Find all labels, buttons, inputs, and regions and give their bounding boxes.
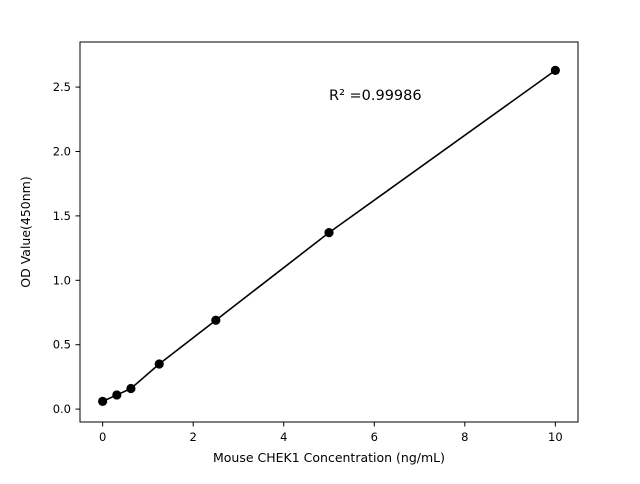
x-tick-label: 6	[371, 430, 378, 444]
y-axis-label: OD Value(450nm)	[18, 176, 33, 287]
y-tick-label: 2.0	[53, 144, 71, 158]
y-tick-label: 1.0	[53, 273, 71, 287]
data-point	[98, 396, 108, 406]
y-tick-label: 0.5	[53, 338, 71, 352]
y-tick-label: 2.5	[53, 80, 71, 94]
x-tick-label: 10	[548, 430, 563, 444]
r-squared-annotation: R² =0.99986	[329, 88, 422, 104]
y-tick-label: 1.5	[53, 209, 71, 223]
y-tick-label: 0.0	[53, 402, 71, 416]
x-axis-label: Mouse CHEK1 Concentration (ng/mL)	[213, 450, 445, 465]
x-tick-label: 4	[280, 430, 287, 444]
data-point	[112, 390, 122, 400]
axes-spines	[79, 41, 579, 423]
x-tick-label: 2	[190, 430, 197, 444]
data-point	[324, 228, 334, 238]
data-point	[211, 315, 221, 325]
data-point	[550, 65, 560, 75]
x-tick-label: 0	[99, 430, 106, 444]
data-point	[154, 359, 164, 369]
x-tick-label: 8	[461, 430, 468, 444]
data-point	[126, 383, 136, 394]
